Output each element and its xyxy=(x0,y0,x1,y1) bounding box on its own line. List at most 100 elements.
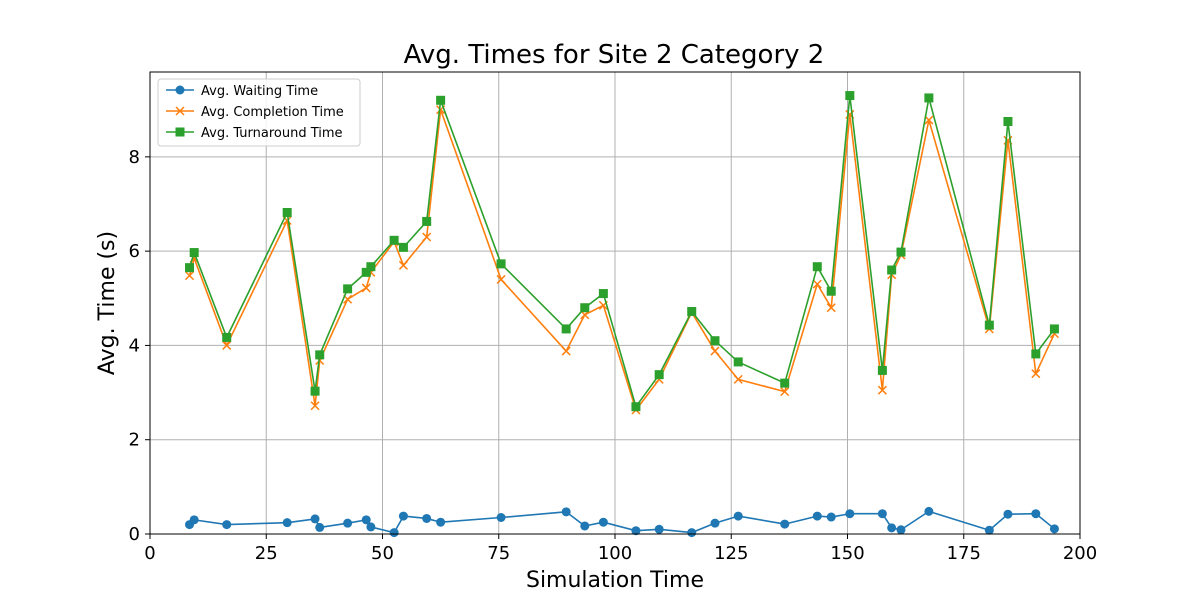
data-point xyxy=(310,386,320,396)
x-tick-label: 200 xyxy=(1063,543,1097,564)
legend-box xyxy=(157,78,361,147)
marker-stroke xyxy=(812,279,822,289)
data-point xyxy=(780,378,790,388)
data-point xyxy=(631,526,641,536)
data-point xyxy=(189,248,199,258)
data-point xyxy=(561,346,571,356)
series-3 xyxy=(185,91,1059,412)
data-point xyxy=(436,517,446,527)
y-tick-label: 6 xyxy=(129,241,140,262)
marker-stroke xyxy=(733,374,743,384)
marker-stroke xyxy=(877,385,887,395)
data-point xyxy=(398,511,408,521)
data-point xyxy=(282,207,292,217)
data-point xyxy=(984,320,994,330)
x-tick-label: 150 xyxy=(830,543,864,564)
marker-stroke xyxy=(826,303,836,313)
data-point xyxy=(1003,117,1013,126)
data-point xyxy=(436,95,446,105)
data-point xyxy=(826,303,836,313)
data-point xyxy=(812,511,822,521)
marker-stroke xyxy=(710,346,720,356)
data-point xyxy=(361,515,371,525)
marker-stroke xyxy=(422,232,432,242)
data-point xyxy=(896,525,906,535)
data-point xyxy=(845,91,855,101)
data-point xyxy=(780,519,790,529)
data-point xyxy=(1049,324,1059,334)
series-line xyxy=(188,108,1056,411)
chart-title: Avg. Times for Site 2 Category 2 xyxy=(404,40,825,70)
legend-label: Avg. Waiting Time xyxy=(201,84,318,99)
data-point xyxy=(733,374,743,384)
data-point xyxy=(812,279,822,289)
marker-stroke xyxy=(561,346,571,356)
data-point xyxy=(496,513,506,522)
data-point xyxy=(580,303,590,313)
x-tick-label: 125 xyxy=(714,543,748,564)
y-tick-label: 4 xyxy=(129,335,140,356)
data-point xyxy=(598,289,608,299)
data-point xyxy=(389,235,399,245)
data-point xyxy=(561,324,571,334)
x-tick-label: 75 xyxy=(487,543,510,564)
series-line xyxy=(188,94,1056,408)
legend-marker xyxy=(175,106,185,116)
data-point xyxy=(398,242,408,252)
data-point xyxy=(710,346,720,356)
x-tick-label: 50 xyxy=(371,543,394,564)
data-point xyxy=(315,350,325,360)
marker-stroke xyxy=(282,215,292,226)
data-point xyxy=(1003,509,1013,519)
marker-stroke xyxy=(924,115,934,125)
series-line xyxy=(188,510,1055,534)
marker-stroke xyxy=(310,401,320,411)
data-point xyxy=(366,262,376,272)
data-point xyxy=(496,274,506,284)
data-point xyxy=(580,521,590,531)
marker-stroke xyxy=(184,271,195,281)
y-axis-title: Avg. Time (s) xyxy=(95,231,120,375)
data-point xyxy=(812,262,822,272)
data-point xyxy=(984,525,994,535)
marker-stroke xyxy=(343,294,353,304)
data-point xyxy=(422,513,432,523)
legend-marker xyxy=(175,127,185,137)
data-point xyxy=(924,93,934,103)
data-point xyxy=(282,518,292,528)
data-point xyxy=(315,522,325,532)
data-point xyxy=(1031,509,1041,519)
y-tick-label: 8 xyxy=(129,147,140,168)
legend-entry-3: Avg. Turnaround Time xyxy=(166,126,343,141)
marker-stroke xyxy=(361,283,371,293)
data-point xyxy=(496,259,506,269)
data-point xyxy=(896,247,906,257)
data-point xyxy=(361,283,371,293)
data-point xyxy=(361,267,371,277)
series-layer xyxy=(184,91,1059,538)
data-point xyxy=(222,332,232,342)
data-point xyxy=(887,265,897,275)
data-point xyxy=(184,271,195,281)
data-point xyxy=(845,509,855,519)
data-point xyxy=(422,232,432,242)
data-point xyxy=(710,336,720,346)
y-tick-label: 0 xyxy=(129,524,140,545)
series-1 xyxy=(185,506,1059,538)
x-tick-label: 175 xyxy=(947,543,981,564)
data-point xyxy=(1031,369,1041,379)
data-point xyxy=(887,523,897,533)
legend-label: Avg. Completion Time xyxy=(201,105,344,120)
data-point xyxy=(877,365,887,375)
data-point xyxy=(654,524,664,534)
marker-stroke xyxy=(1031,369,1041,379)
legend-entry-1: Avg. Waiting Time xyxy=(166,84,318,99)
data-point xyxy=(189,515,199,525)
data-point xyxy=(924,115,934,125)
data-point xyxy=(366,522,376,532)
data-point xyxy=(1031,349,1041,359)
data-point xyxy=(826,512,836,522)
data-point xyxy=(222,520,232,530)
data-point xyxy=(222,340,232,350)
